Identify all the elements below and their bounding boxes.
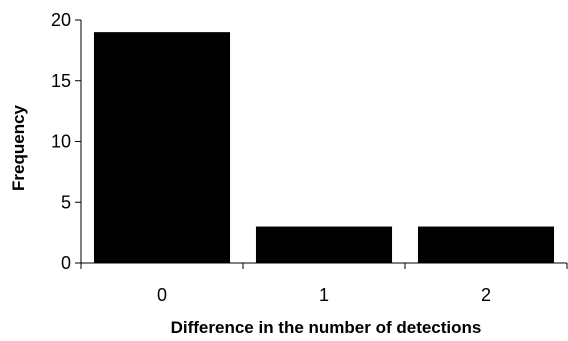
x-axis: 0 1 2 [80,262,568,305]
bar-1 [255,226,393,263]
x-tick-label: 0 [157,285,167,305]
y-tick-label: 10 [51,132,71,152]
y-axis: 0 5 10 15 20 [51,10,82,273]
bar-0 [93,32,231,264]
y-axis-label: Frequency [9,104,28,191]
x-tick-label: 2 [481,285,491,305]
y-tick-label: 0 [61,253,71,273]
x-axis-label: Difference in the number of detections [171,318,482,337]
bars-group [93,32,555,264]
x-tick-label: 1 [319,285,329,305]
y-tick-label: 20 [51,10,71,30]
bar-2 [417,226,555,263]
y-tick-label: 15 [51,71,71,91]
y-tick-label: 5 [61,192,71,212]
